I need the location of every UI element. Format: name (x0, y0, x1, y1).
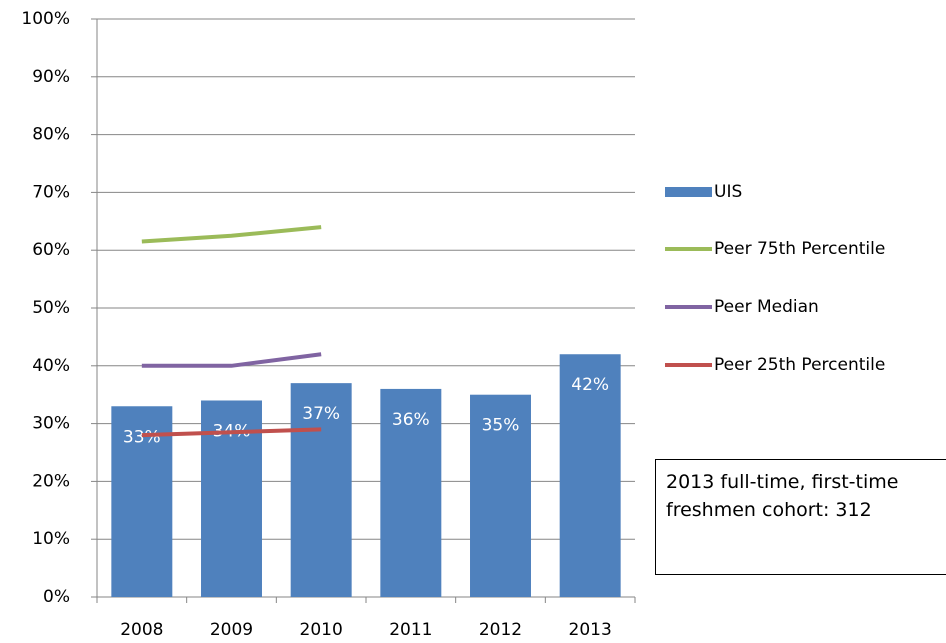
annotation-box: 2013 full-time, first-time freshmen coho… (655, 459, 946, 575)
bar (559, 354, 621, 597)
x-tick-label: 2009 (210, 620, 253, 640)
bar (290, 383, 352, 597)
y-tick-label: 60% (32, 240, 70, 260)
bar (470, 394, 531, 597)
x-tick-label: 2012 (479, 620, 522, 640)
x-tick-label: 2013 (569, 620, 612, 640)
data-label: 37% (302, 404, 340, 424)
data-label: 36% (392, 410, 430, 430)
x-tick-label: 2008 (120, 620, 163, 640)
y-tick-label: 100% (21, 9, 70, 29)
data-label: 35% (482, 416, 520, 436)
line (141, 352, 322, 368)
data-label: 33% (123, 427, 161, 447)
bar (380, 388, 442, 597)
legend-label: Peer 25th Percentile (714, 355, 885, 375)
x-tick-label: 2011 (389, 620, 432, 640)
data-label: 42% (571, 375, 609, 395)
line (141, 427, 322, 438)
y-tick-label: 20% (32, 471, 70, 491)
y-tick-label: 70% (32, 182, 70, 202)
line (141, 225, 322, 244)
y-tick-label: 80% (32, 125, 70, 145)
y-tick-label: 50% (32, 298, 70, 318)
bar (111, 406, 173, 597)
x-tick-label: 2010 (300, 620, 343, 640)
y-tick-label: 90% (32, 67, 70, 87)
legend-swatch (665, 187, 712, 197)
legend-label: Peer Median (714, 297, 819, 317)
annotation: 2013 full-time, first-time freshmen coho… (666, 471, 899, 521)
y-tick-label: 30% (32, 414, 70, 434)
y-tick-label: 40% (32, 356, 70, 376)
legend-label: Peer 75th Percentile (714, 239, 885, 259)
y-tick-label: 0% (43, 587, 70, 607)
y-tick-label: 10% (32, 529, 70, 549)
legend-label: UIS (714, 182, 742, 202)
